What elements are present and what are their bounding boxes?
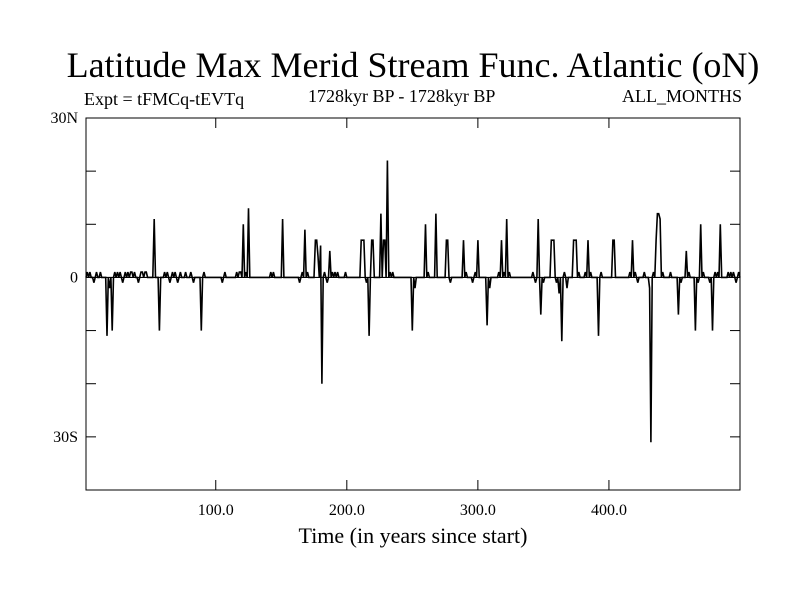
experiment-label: Expt = tFMCq-tEVTq	[84, 89, 245, 109]
y-tick-label: 30S	[53, 429, 78, 446]
period-label: 1728kyr BP - 1728kyr BP	[308, 86, 496, 106]
plot-frame	[85, 117, 741, 491]
x-axis-label: Time (in years since start)	[298, 523, 528, 548]
x-tick-label: 100.0	[198, 502, 234, 519]
x-tick-label: 400.0	[591, 502, 627, 519]
y-tick-label: 0	[70, 269, 78, 286]
season-label: ALL_MONTHS	[622, 86, 742, 106]
chart-title: Latitude Max Merid Stream Func. Atlantic…	[66, 45, 760, 85]
x-tick-label: 200.0	[329, 502, 365, 519]
series-line	[85, 160, 741, 443]
axis-tick-labels: 30N 0 30S 100.0 200.0 300.0 400.0	[50, 110, 627, 519]
x-tick-label: 300.0	[460, 502, 496, 519]
y-tick-label: 30N	[50, 110, 78, 127]
